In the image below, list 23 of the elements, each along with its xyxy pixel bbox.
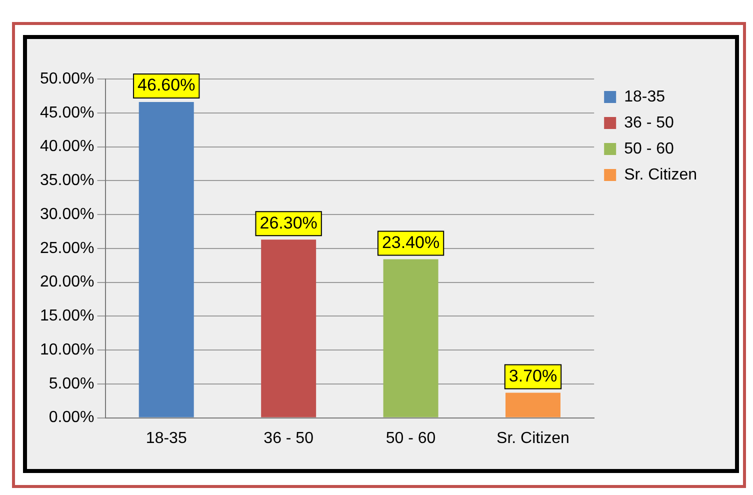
legend-label: Sr. Citizen [624, 166, 698, 184]
data-label: 23.40% [382, 232, 440, 252]
data-label: 26.30% [260, 213, 318, 232]
legend-label: 36 - 50 [624, 114, 674, 132]
legend-label: 50 - 60 [624, 140, 674, 158]
y-tick-label: 15.00% [40, 308, 94, 325]
y-tick-label: 5.00% [48, 375, 94, 392]
y-tick-label: 20.00% [40, 274, 94, 291]
y-tick-label: 40.00% [40, 138, 94, 156]
y-tick-label: 25.00% [40, 240, 94, 257]
x-tick-label: 18-35 [146, 430, 187, 447]
x-tick-label: 50 - 60 [386, 430, 436, 447]
y-tick-label: 0.00% [48, 409, 94, 426]
x-tick-label: 36 - 50 [264, 430, 314, 447]
y-tick-label: 10.00% [40, 341, 94, 358]
y-tick-label: 30.00% [40, 206, 94, 223]
data-label: 3.70% [508, 366, 558, 386]
x-tick-label: Sr. Citizen [496, 430, 570, 447]
y-tick-label: 50.00% [40, 70, 94, 88]
data-label: 46.60% [138, 76, 196, 95]
legend-label: 18-35 [624, 88, 666, 106]
y-tick-label: 35.00% [40, 172, 94, 190]
y-tick-label: 45.00% [40, 104, 94, 122]
